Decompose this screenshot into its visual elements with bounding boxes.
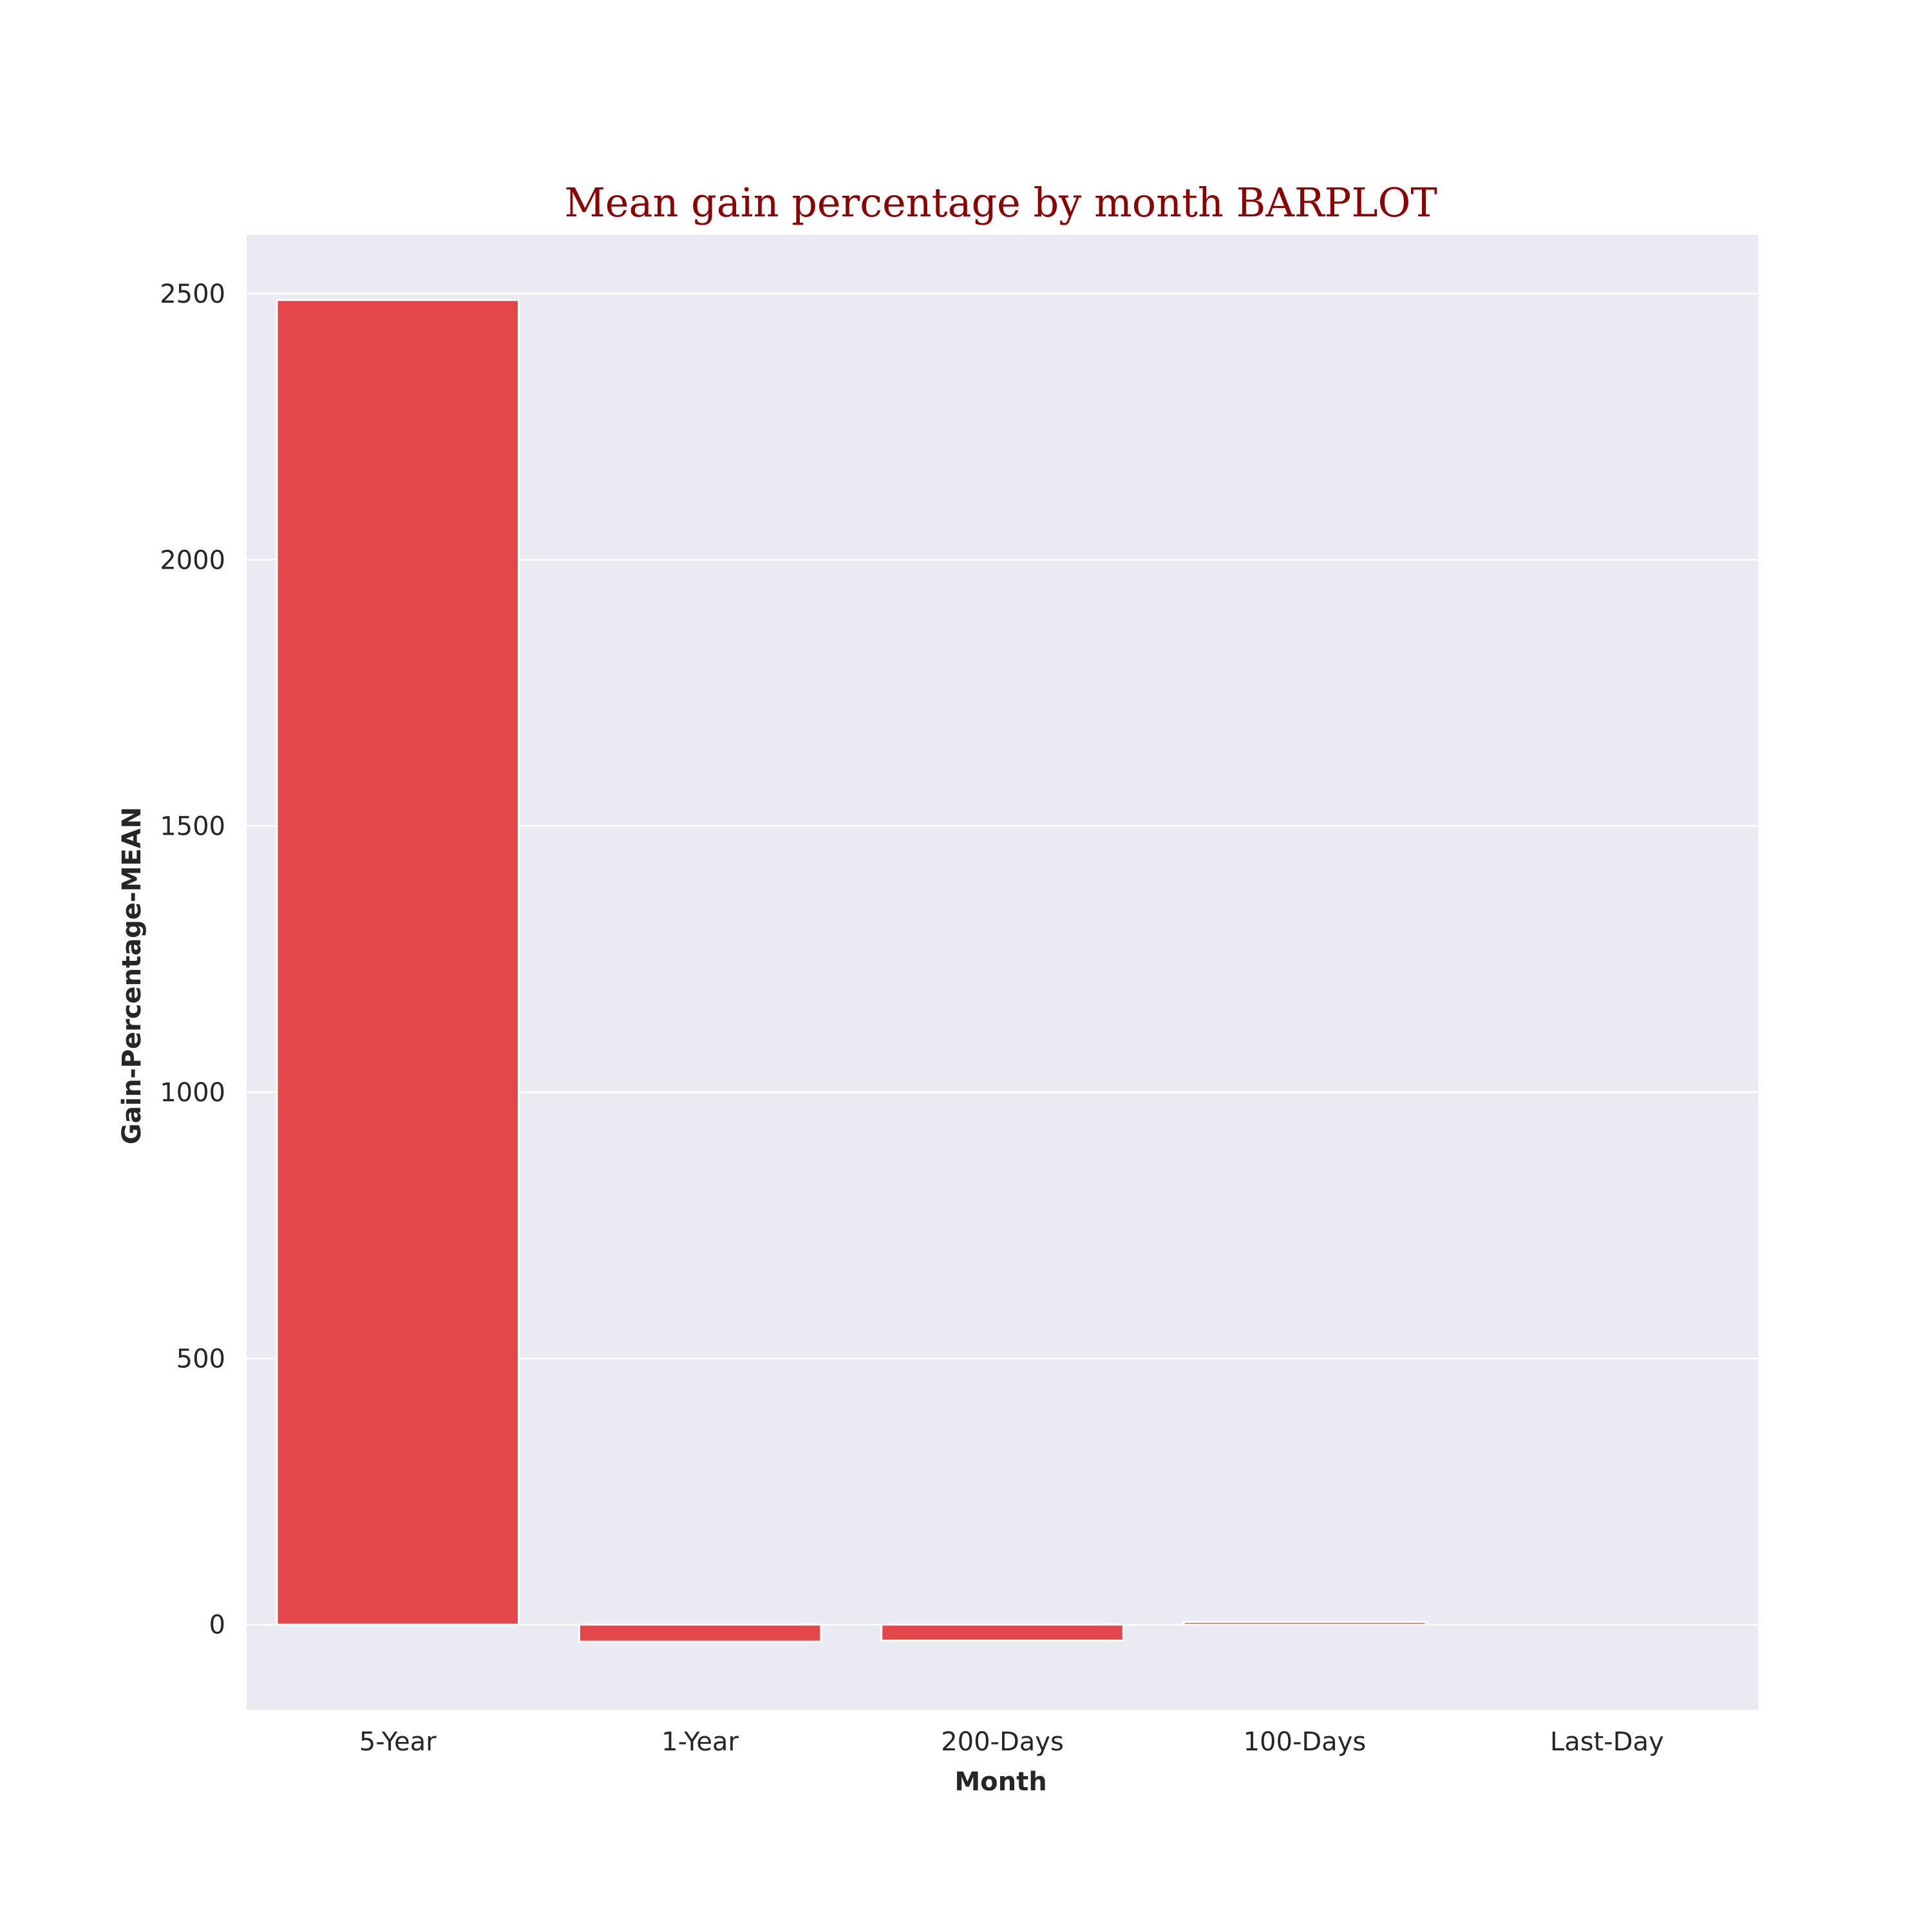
x-tick-label: 1-Year xyxy=(661,1727,739,1757)
y-tick-label: 1000 xyxy=(160,1078,225,1108)
bar-100-days xyxy=(1182,1621,1427,1626)
bar-200-days xyxy=(880,1624,1124,1642)
x-tick-label: 5-Year xyxy=(359,1727,437,1757)
y-tick-label: 2000 xyxy=(160,545,225,575)
y-tick-label: 1500 xyxy=(160,812,225,842)
chart-title: Mean gain percentage by month BARPLOT xyxy=(564,179,1437,226)
y-tick-label: 2500 xyxy=(160,279,225,309)
x-tick-label: 100-Days xyxy=(1244,1727,1367,1757)
y-axis-label: Gain-Percentage-MEAN xyxy=(117,807,147,1144)
y-axis-ticks: 0 500 1000 1500 2000 2500 xyxy=(160,279,225,1640)
y-tick-label: 500 xyxy=(176,1344,225,1374)
bar-1-year xyxy=(578,1624,822,1643)
x-tick-label: Last-Day xyxy=(1550,1727,1664,1757)
y-tick-label: 0 xyxy=(209,1611,225,1640)
x-tick-label: 200-Days xyxy=(941,1727,1064,1757)
x-axis-ticks: 5-Year 1-Year 200-Days 100-Days Last-Day xyxy=(359,1727,1664,1757)
bar-5-year xyxy=(276,299,520,1626)
bar-series xyxy=(276,299,1427,1643)
x-axis-label: Month xyxy=(954,1767,1046,1797)
